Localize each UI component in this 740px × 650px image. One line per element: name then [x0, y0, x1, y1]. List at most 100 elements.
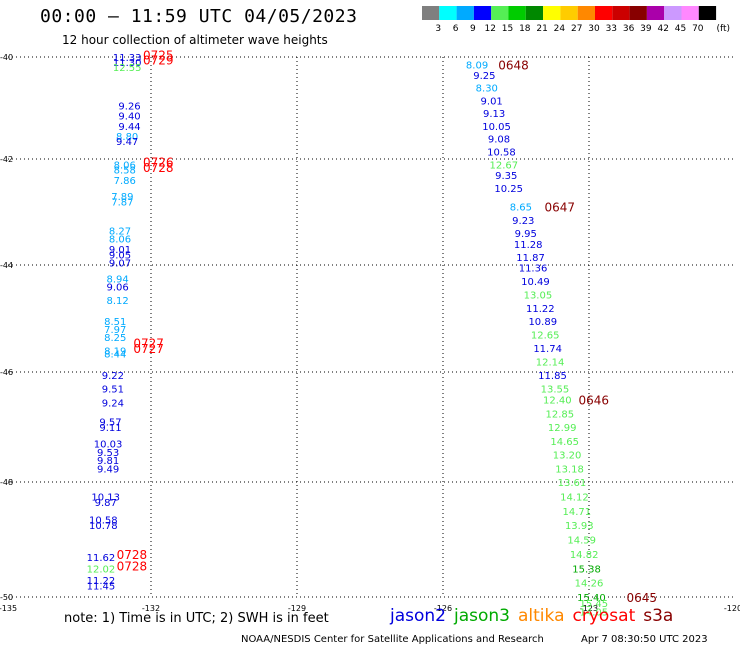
color-bin-swatch: [543, 6, 561, 20]
wave-height-label: 11.62: [87, 553, 116, 564]
wave-height-label: 11.28: [514, 240, 543, 251]
color-bin-swatch: [698, 6, 717, 20]
wave-height-label: 10.89: [528, 317, 557, 328]
wave-height-label: 12.02: [87, 564, 116, 575]
wave-height-label: 11.22: [526, 304, 555, 315]
y-tick-label: -48: [0, 478, 13, 487]
wave-height-label: 15.40: [577, 593, 606, 604]
satellite-legend-item: altika: [518, 606, 565, 626]
wave-height-label: 12.65: [531, 331, 560, 342]
pass-time-label: 0729: [143, 54, 174, 68]
color-bin-swatch: [629, 6, 647, 20]
y-tick-label: -42: [0, 155, 13, 164]
wave-height-label: 12.55: [113, 63, 142, 74]
color-scale-unit: (ft): [716, 24, 730, 34]
pass-time-label: 0728: [117, 548, 148, 562]
wave-height-label: 10.05: [482, 122, 511, 133]
color-bin-label: 27: [571, 24, 582, 34]
color-bin-label: 45: [675, 24, 686, 34]
y-tick-label: -46: [0, 368, 13, 377]
y-tick-label: -44: [0, 261, 13, 270]
color-bin-label: 36: [623, 24, 635, 34]
wave-height-label: 8.27: [109, 227, 131, 238]
color-bin-label: 15: [502, 24, 513, 34]
wave-height-label: 14.59: [567, 536, 596, 547]
pass-time-label: 0725: [143, 48, 174, 62]
wave-height-label: 8.09: [466, 61, 488, 72]
color-bin-swatch: [508, 6, 526, 20]
color-bin-label: 21: [536, 24, 547, 34]
wave-height-label: 12.40: [543, 396, 572, 407]
wave-height-label: 10.03: [94, 440, 123, 451]
color-bin-label: 39: [640, 24, 652, 34]
wave-height-label: 8.94: [107, 274, 129, 285]
pass-time-label: 0728: [117, 559, 148, 573]
wave-height-label: 7.86: [114, 176, 136, 187]
wave-height-label: 11.87: [516, 253, 545, 264]
wave-height-label: 10.58: [487, 147, 516, 158]
wave-height-label: 9.01: [481, 96, 503, 107]
wave-height-label: 7.89: [111, 192, 133, 203]
color-bin-swatch: [560, 6, 578, 20]
wave-height-label: 12.99: [548, 423, 577, 434]
wave-height-label: 9.25: [473, 71, 495, 82]
pass-time-label: 0647: [545, 201, 576, 215]
satellite-legend: jason2 jason3 altika cryosat s3a: [390, 606, 681, 626]
wave-height-label: 9.95: [515, 229, 537, 240]
x-tick-label: -132: [142, 604, 160, 613]
wave-height-label: 14.26: [575, 579, 604, 590]
wave-height-label: 8.06: [114, 160, 136, 171]
wave-height-label: 9.06: [107, 282, 129, 293]
wave-height-label: 9.49: [97, 464, 119, 475]
color-bin-label: 18: [519, 24, 531, 34]
wave-height-label: 14.65: [550, 437, 579, 448]
wave-height-label: 9.81: [97, 456, 119, 467]
wave-height-label: 11.74: [533, 344, 562, 355]
color-bin-swatch: [577, 6, 595, 20]
wave-height-label: 11.85: [538, 371, 567, 382]
color-bin-label: 30: [588, 24, 600, 34]
wave-height-label: 11.33: [113, 53, 142, 64]
wave-height-label: 9.08: [488, 135, 510, 146]
wave-height-label: 10.58: [89, 515, 118, 526]
wave-height-label: 9.05: [109, 250, 131, 261]
wave-height-label: 14.82: [570, 550, 599, 561]
color-bin-swatch: [681, 6, 699, 20]
wave-height-label: 9.13: [483, 109, 505, 120]
pass-time-label: 0646: [579, 394, 610, 408]
units-note: note: 1) Time is in UTC; 2) SWH is in fe…: [64, 611, 329, 626]
color-bin-label: 24: [554, 24, 566, 34]
x-tick-label: -126: [434, 604, 452, 613]
wave-height-label: 15.45: [579, 599, 608, 610]
wave-height-label: 9.22: [102, 371, 124, 382]
wave-height-label: 14.12: [560, 492, 589, 503]
x-tick-label: -135: [0, 604, 17, 613]
wave-height-label: 9.35: [495, 171, 517, 182]
color-bin-swatch: [664, 6, 682, 20]
pass-time-label: 0726: [143, 156, 174, 170]
wave-height-label: 15.38: [572, 564, 601, 575]
wave-height-label: 8.25: [104, 333, 126, 344]
wave-height-label: 13.18: [555, 464, 584, 475]
wave-height-label: 9.53: [97, 448, 119, 459]
color-bin-swatch: [456, 6, 474, 20]
satellite-legend-item: cryosat: [572, 606, 636, 626]
wave-height-label: 9.11: [99, 423, 121, 434]
color-bin-swatch: [612, 6, 630, 20]
wave-height-label: 8.58: [114, 166, 136, 177]
wave-height-label: 8.30: [476, 84, 498, 95]
wave-height-label: 10.25: [494, 184, 523, 195]
wave-height-label: 9.44: [118, 122, 140, 133]
chart-title: 00:00 – 11:59 UTC 04/05/2023: [40, 6, 358, 27]
color-bin-label: 3: [435, 24, 441, 34]
wave-height-label: 14.05: [579, 607, 608, 618]
color-bin-swatch: [422, 6, 440, 20]
wave-height-label: 13.61: [558, 478, 587, 489]
wave-height-label: 9.57: [99, 418, 121, 429]
color-bin-swatch: [439, 6, 457, 20]
wave-height-label: 8.19: [104, 347, 126, 358]
pass-time-label: 0645: [627, 591, 658, 605]
wave-height-label: 11.45: [87, 582, 116, 593]
pass-time-label: 0648: [498, 59, 529, 73]
